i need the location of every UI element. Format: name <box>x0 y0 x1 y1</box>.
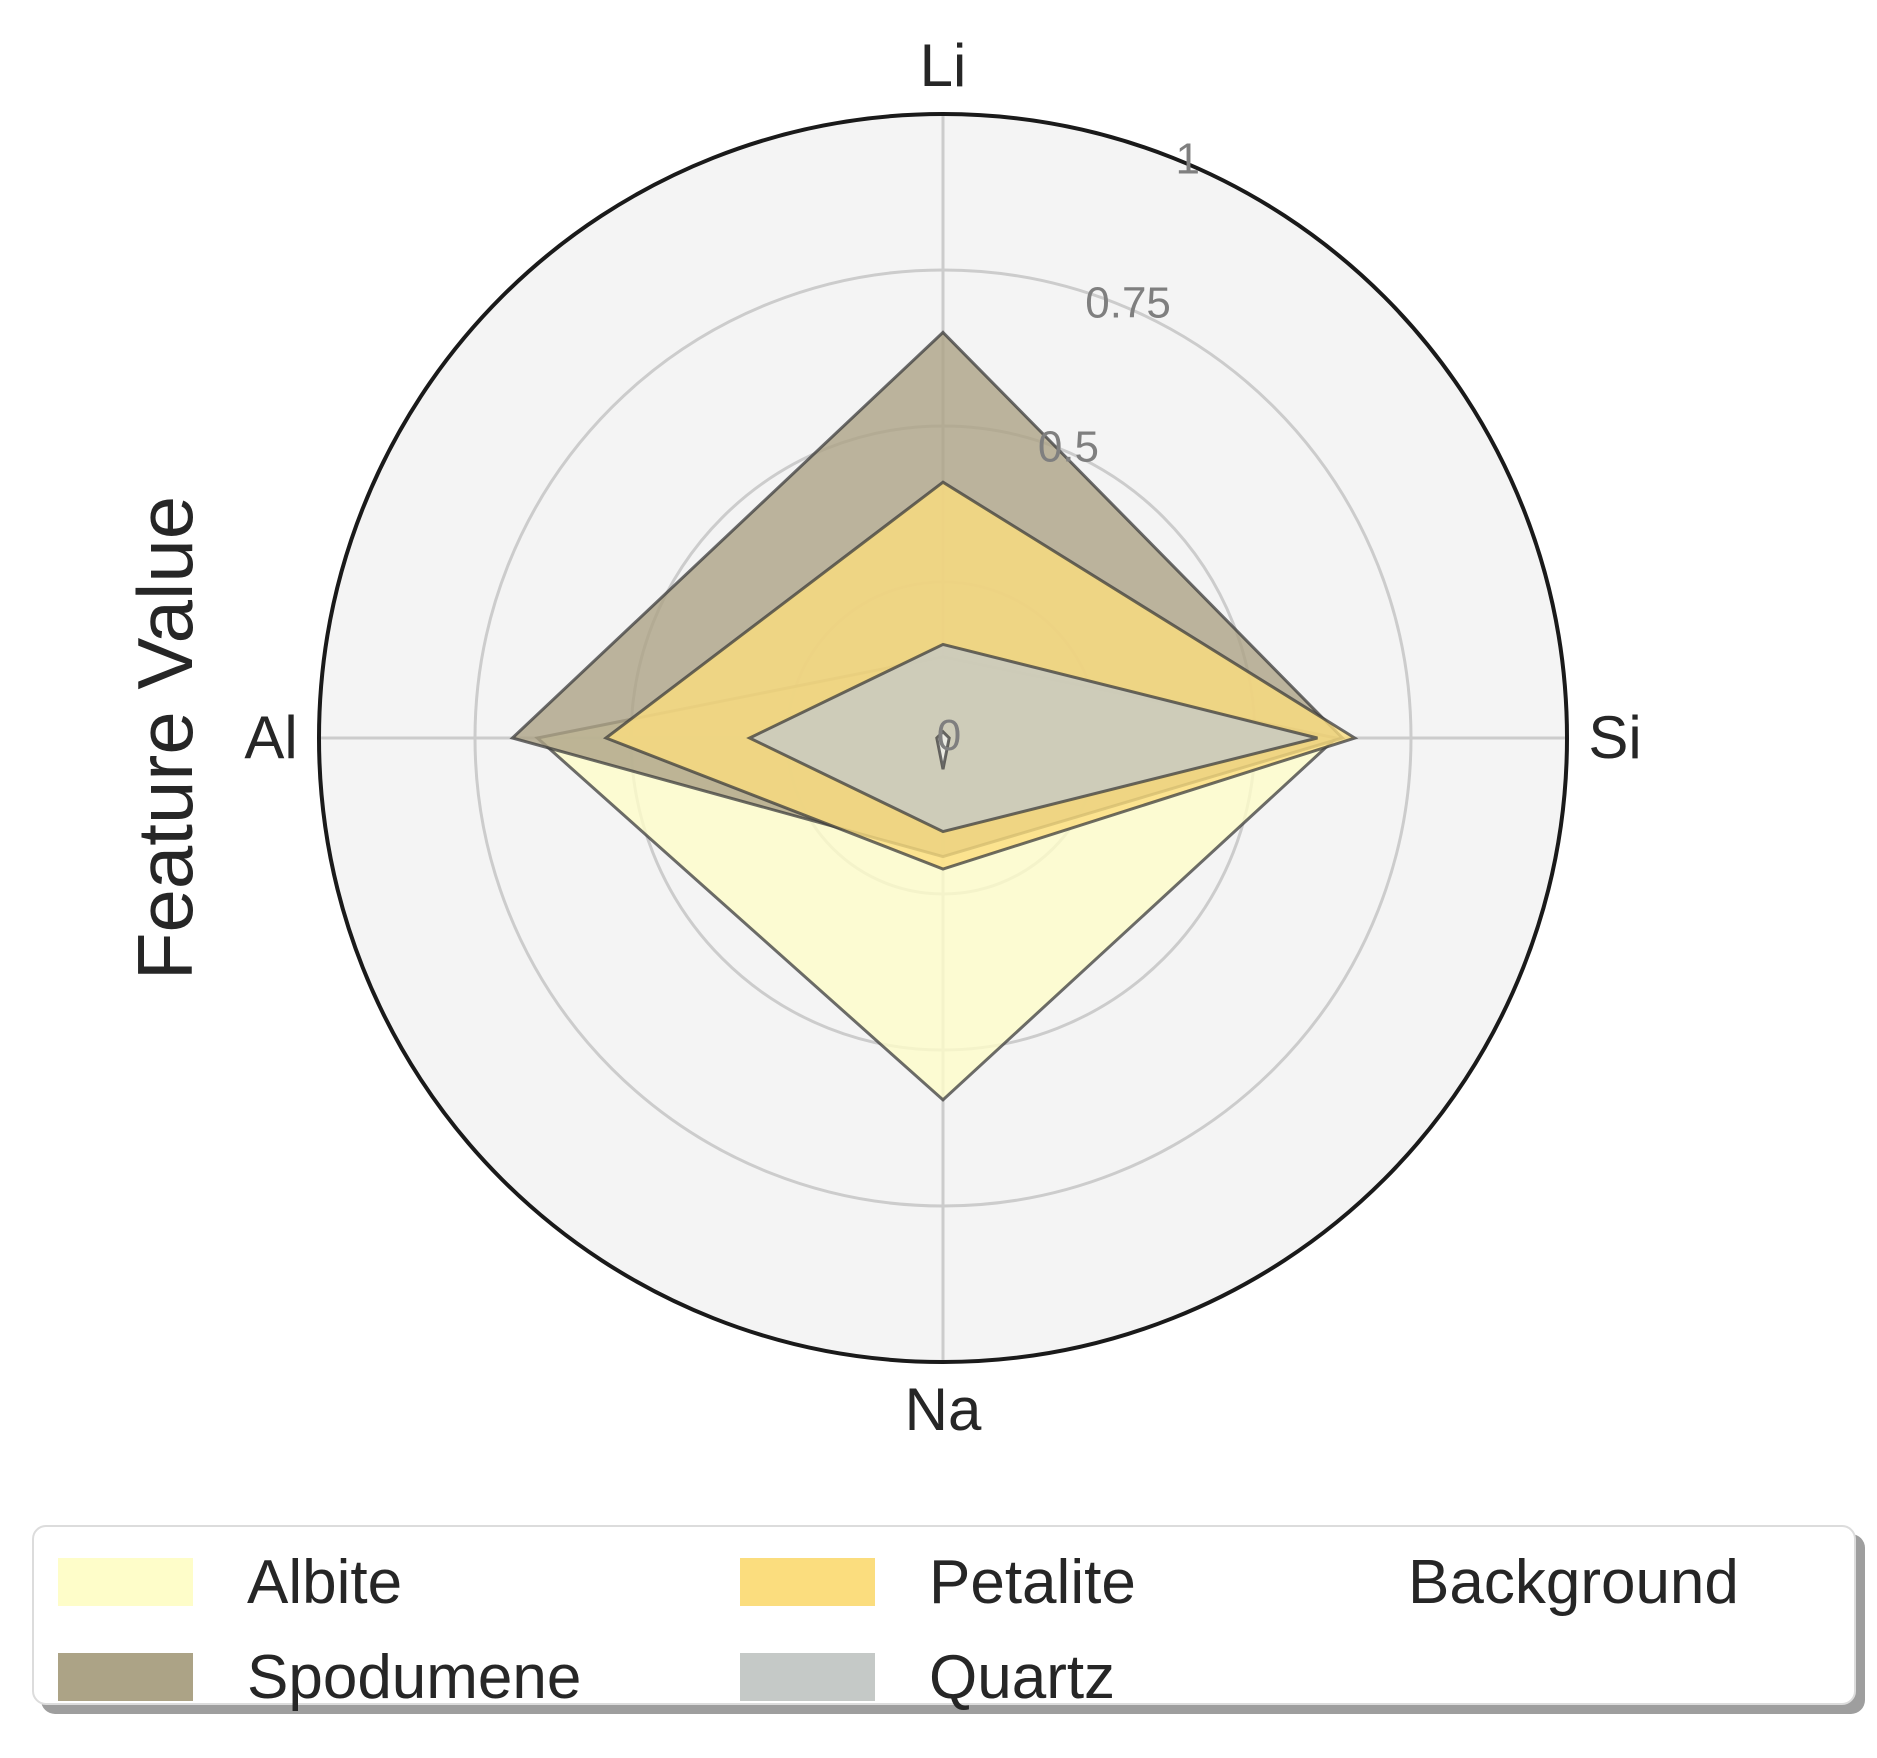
legend-item-petalite: Petalite <box>740 1548 1136 1617</box>
legend-item-albite: Albite <box>58 1548 402 1617</box>
legend-item-quartz: Quartz <box>740 1643 1115 1712</box>
axis-label-al: Al <box>244 704 297 771</box>
legend-swatch-quartz <box>740 1653 875 1701</box>
outer-ring <box>317 112 1569 1364</box>
legend-swatch-spodumene <box>58 1653 193 1701</box>
axis-labels: Li Si Na Al <box>244 32 1641 1443</box>
series-polygon-quartz <box>746 642 1318 834</box>
legend-swatch-albite <box>58 1558 193 1606</box>
axis-label-na: Na <box>905 1376 982 1443</box>
series-polygon-background <box>935 729 951 770</box>
axis-label-li: Li <box>920 32 967 99</box>
legend-label-petalite: Petalite <box>929 1547 1136 1617</box>
legend: Albite Spodumene Petalite Quartz Backgro… <box>32 1525 1856 1712</box>
legend-label-quartz: Quartz <box>929 1642 1116 1712</box>
legend-item-background: Background <box>1354 1548 1739 1617</box>
r-tick-label-2: 0.5 <box>1038 423 1099 472</box>
r-tick-label-3: 0.75 <box>1085 279 1171 328</box>
r-tick-labels: 0 0.5 0.75 1 <box>937 135 1200 761</box>
legend-label-background: Background <box>1408 1547 1739 1617</box>
legend-swatch-petalite <box>740 1558 875 1606</box>
r-tick-label-0: 0 <box>937 711 961 760</box>
axis-label-si: Si <box>1588 704 1641 771</box>
legend-label-albite: Albite <box>247 1547 403 1617</box>
legend-item-spodumene: Spodumene <box>58 1643 581 1712</box>
r-tick-label-4: 1 <box>1176 135 1200 184</box>
y-axis-label: Feature Value <box>121 496 209 980</box>
series-polygons <box>509 330 1359 1102</box>
legend-label-spodumene: Spodumene <box>247 1642 582 1712</box>
